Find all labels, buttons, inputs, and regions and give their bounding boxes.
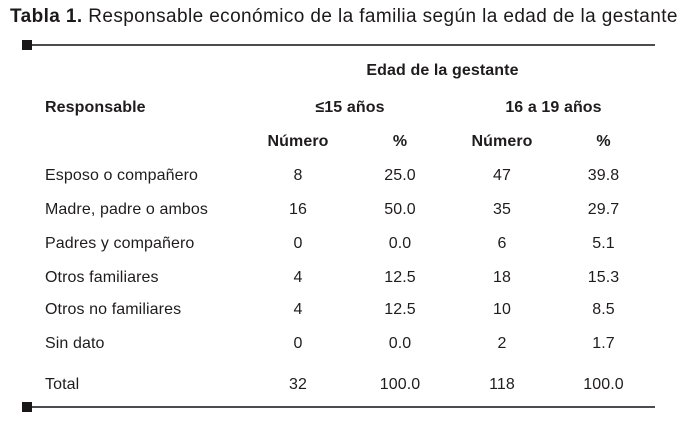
- col-header-numero-2: Número: [471, 132, 533, 150]
- age-group-under-15-header: ≤15 años: [315, 99, 385, 116]
- cell-value: 10: [493, 301, 511, 318]
- col-header-pct-1: %: [392, 132, 408, 150]
- table-caption-text: Responsable económico de la familia segú…: [82, 6, 678, 27]
- cell-value: 16: [289, 201, 307, 218]
- cell-value: 0: [293, 335, 303, 352]
- row-label: Otros familiares: [45, 268, 159, 286]
- col-header-numero-1: Número: [267, 132, 329, 150]
- cell-value: 0.0: [388, 235, 412, 252]
- cell-value-total: 100.0: [379, 375, 421, 393]
- cell-value: 25.0: [384, 166, 416, 184]
- cell-value: 39.8: [587, 166, 620, 184]
- row-label-total: Total: [45, 375, 80, 393]
- rule-square-marker: [22, 402, 32, 412]
- cell-value: 50.0: [384, 201, 416, 218]
- row-label: Madre, padre o ambos: [45, 201, 208, 218]
- cell-value: 1.7: [592, 335, 615, 352]
- cell-value: 4: [293, 268, 303, 286]
- row-label: Otros no familiares: [45, 301, 182, 318]
- cell-value: 8: [293, 166, 303, 184]
- table-bottom-rule: [22, 402, 655, 412]
- cell-value: 12.5: [384, 301, 416, 318]
- data-table: Edad de la gestante Responsable ≤15 años…: [22, 50, 655, 407]
- table-caption-number: Tabla 1.: [10, 6, 83, 27]
- cell-value: 4: [293, 301, 303, 318]
- cell-value: 12.5: [384, 268, 416, 286]
- cell-value-total: 100.0: [583, 375, 624, 393]
- row-label: Esposo o compañero: [45, 166, 199, 184]
- cell-value: 47: [493, 166, 511, 184]
- cell-value: 5.1: [592, 235, 615, 252]
- cell-value: 0.0: [388, 335, 412, 352]
- cell-value: 0: [293, 235, 303, 252]
- row-label: Sin dato: [45, 335, 105, 352]
- cell-value: 15.3: [587, 268, 620, 286]
- row-label: Padres y compañero: [45, 235, 195, 252]
- cell-value: 35: [493, 201, 511, 218]
- rule-square-marker: [22, 40, 32, 50]
- table-caption: Tabla 1. Responsable económico de la fam…: [10, 6, 678, 28]
- rule-line: [32, 406, 655, 408]
- cell-value: 6: [497, 235, 507, 252]
- cell-value-total: 32: [289, 375, 307, 393]
- cell-value: 18: [493, 268, 511, 286]
- rule-line: [32, 44, 655, 46]
- cell-value-total: 118: [489, 375, 515, 393]
- column-group-header: Edad de la gestante: [366, 61, 519, 79]
- age-group-16-19-header: 16 a 19 años: [505, 99, 602, 116]
- col-header-pct-2: %: [596, 132, 611, 150]
- cell-value: 29.7: [587, 201, 620, 218]
- cell-value: 8.5: [592, 301, 615, 318]
- table-top-rule: [22, 40, 655, 50]
- cell-value: 2: [497, 335, 507, 352]
- row-header: Responsable: [45, 99, 146, 116]
